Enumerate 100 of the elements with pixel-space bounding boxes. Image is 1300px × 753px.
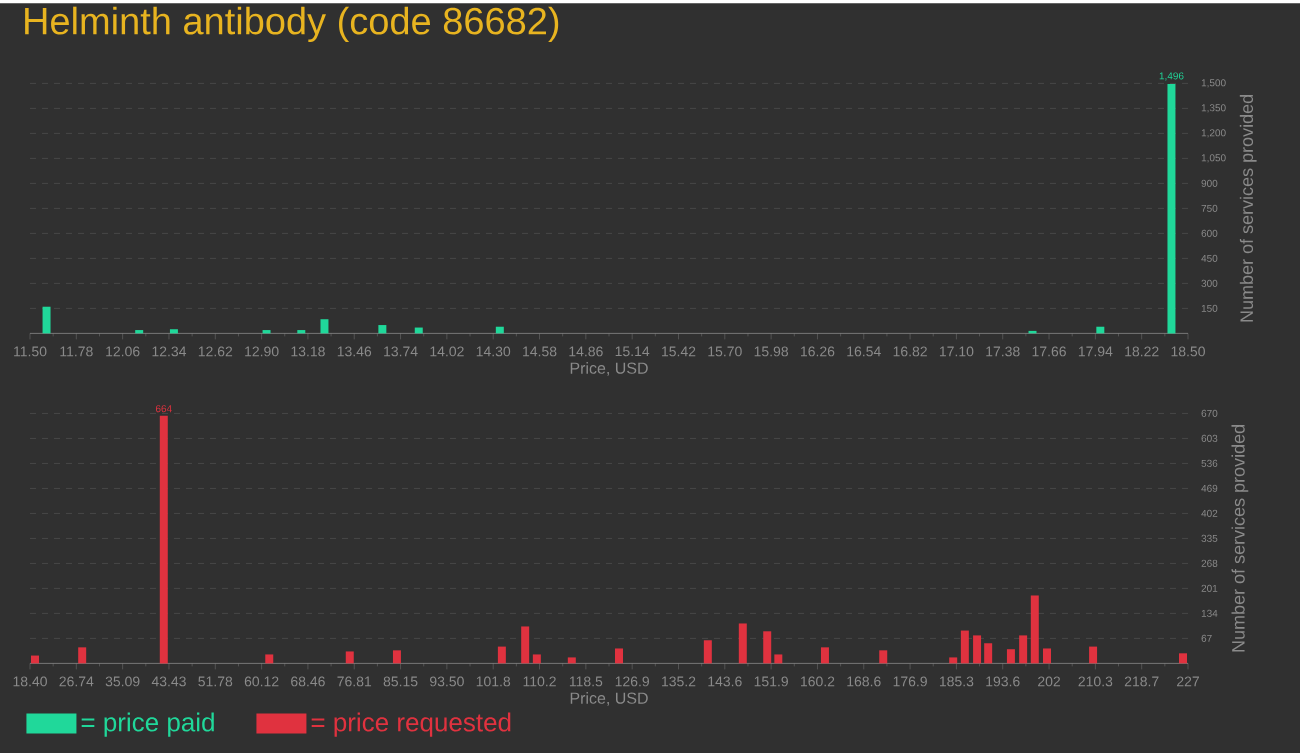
bar [763, 631, 772, 664]
x-tick-label: 14.58 [523, 346, 557, 357]
bar [879, 650, 888, 664]
legend-label: = price requested [311, 712, 511, 737]
bar [1019, 635, 1028, 664]
y-tick-label: 670 [1201, 409, 1218, 417]
x-tick-label: 17.10 [939, 346, 974, 357]
y-tick-label: 750 [1201, 204, 1218, 212]
y-tick-label: 603 [1201, 434, 1218, 442]
x-tick-label: 14.02 [430, 346, 464, 357]
x-tick-label: 185.3 [939, 676, 974, 687]
x-tick-label: 17.38 [986, 346, 1020, 357]
x-tick-label: 35.09 [105, 676, 140, 687]
x-tick-label: 51.78 [198, 676, 233, 687]
x-tick-label: 15.98 [754, 346, 789, 357]
y-tick-label: 201 [1201, 584, 1218, 592]
bar [774, 654, 783, 664]
y-tick-label: 900 [1201, 179, 1218, 187]
x-tick-label: 12.90 [245, 346, 279, 357]
x-tick-label: 12.06 [106, 346, 140, 357]
legend-label: = price paid [81, 712, 214, 737]
x-tick-label: 13.74 [384, 346, 418, 357]
x-tick-label: 118.5 [569, 676, 603, 687]
x-tick-label: 15.14 [615, 346, 650, 357]
y-tick-label: 268 [1201, 559, 1218, 567]
bar [392, 650, 401, 664]
x-tick-label: 13.18 [291, 346, 325, 357]
y-tick-label: 1,050 [1201, 154, 1226, 163]
bar [1179, 653, 1188, 664]
x-tick-label: 11.78 [60, 346, 93, 357]
y-tick-label: 134 [1201, 609, 1218, 617]
x-tick-label: 126.9 [615, 676, 650, 687]
x-tick-label: 143.6 [708, 676, 742, 687]
bar [1043, 648, 1052, 664]
bar [320, 319, 329, 334]
bar [1089, 646, 1098, 664]
x-tick-label: 18.22 [1125, 346, 1159, 357]
x-tick-label: 12.62 [198, 346, 233, 357]
y-tick-label: 300 [1201, 279, 1218, 287]
bar [820, 647, 829, 664]
x-tick-label: 16.26 [800, 346, 835, 357]
bar [984, 643, 993, 664]
x-tick-label: 11.50 [14, 346, 47, 357]
y-tick-label: 150 [1201, 304, 1218, 312]
x-tick-label: 17.94 [1078, 346, 1113, 357]
bar [567, 657, 576, 664]
y-tick-label: 469 [1201, 484, 1218, 492]
x-tick-label: 15.42 [662, 346, 696, 357]
y-tick-label: 67 [1201, 634, 1212, 642]
bar [495, 326, 504, 334]
bar [497, 646, 506, 664]
bar [615, 648, 623, 664]
x-tick-label: 176.9 [893, 676, 927, 687]
y-tick-label: 536 [1201, 459, 1218, 467]
y-axis-title: Number of services provided [1239, 94, 1257, 322]
bar [265, 654, 274, 664]
y-tick-label: 1,350 [1201, 104, 1226, 113]
x-tick-label: 193.6 [986, 676, 1020, 687]
x-tick-label: 18.40 [13, 676, 47, 687]
x-tick-label: 17.66 [1032, 346, 1066, 357]
x-tick-label: 210.3 [1078, 676, 1113, 687]
bar [378, 324, 387, 334]
x-tick-label: 43.43 [151, 676, 186, 687]
x-tick-label: 93.50 [430, 676, 464, 687]
chart-title: Helminth antibody (code 86682) [25, 6, 559, 42]
bar [1030, 595, 1039, 664]
x-tick-label: 135.2 [662, 676, 696, 687]
bar [738, 623, 747, 664]
x-tick-label: 227 [1177, 676, 1199, 687]
y-tick-label: 450 [1201, 254, 1218, 262]
x-tick-label: 101.8 [476, 676, 511, 687]
x-tick-label: 76.81 [337, 676, 372, 687]
x-tick-label: 12.34 [152, 346, 187, 357]
x-tick-label: 14.30 [476, 346, 511, 357]
x-tick-label: 202 [1038, 676, 1061, 687]
bar [42, 306, 51, 334]
y-tick-label: 402 [1201, 509, 1218, 517]
x-tick-label: 15.70 [708, 346, 742, 357]
x-tick-label: 168.6 [847, 676, 881, 687]
bar [1167, 83, 1176, 334]
bar [1006, 649, 1015, 664]
x-tick-label: 14.86 [569, 346, 603, 357]
bar [78, 647, 87, 664]
bar [532, 654, 541, 664]
data-label: 1,496 [1159, 72, 1184, 81]
x-tick-label: 16.82 [893, 346, 927, 357]
data-label: 664 [155, 404, 172, 413]
x-axis-title: Price, USD [570, 691, 648, 706]
bar [960, 630, 969, 664]
y-tick-label: 335 [1201, 534, 1218, 542]
y-tick-label: 1,200 [1201, 129, 1226, 138]
x-tick-label: 160.2 [801, 676, 835, 687]
bar [949, 657, 958, 664]
bar [703, 640, 712, 664]
x-tick-label: 13.46 [337, 346, 372, 357]
x-axis-title: Price, USD [570, 361, 648, 376]
x-tick-label: 68.46 [291, 676, 325, 687]
x-tick-label: 26.74 [59, 676, 94, 687]
bar [169, 329, 178, 334]
bar [1096, 326, 1105, 334]
